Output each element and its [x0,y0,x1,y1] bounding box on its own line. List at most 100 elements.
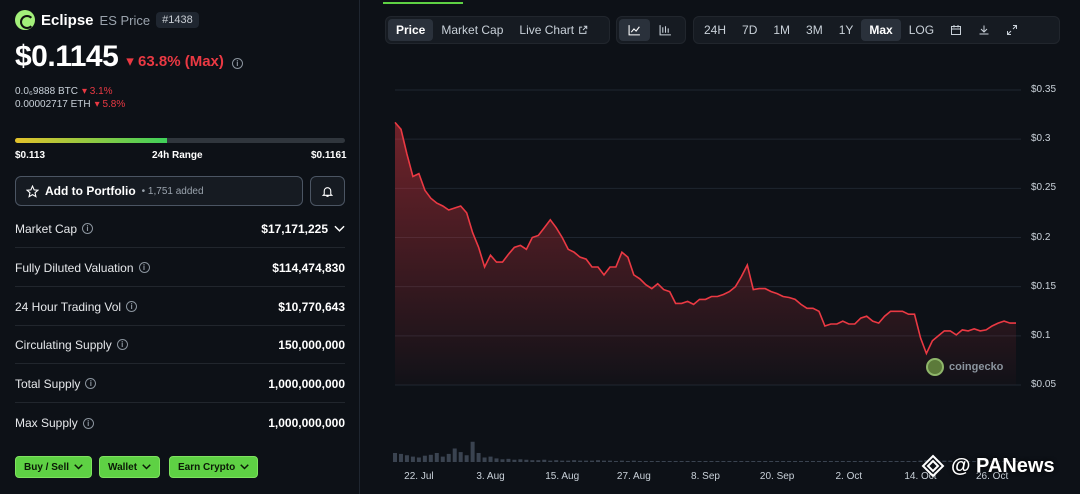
range-low: $0.113 [15,150,46,161]
candle-chart-toggle[interactable] [650,19,681,41]
volume-bar [1002,461,1007,462]
volume-bar [966,461,971,462]
info-icon[interactable]: i [85,378,97,389]
stat-value: 150,000,000 [278,337,345,352]
chart-type-tabs: Price Market Cap Live Chart [385,16,610,44]
volume-bar [888,461,893,462]
volume-bar [506,458,511,462]
info-icon[interactable]: i [82,417,94,429]
price-line [394,121,1016,356]
info-icon[interactable]: i [126,301,138,312]
x-tick-label: 22. Jul [404,471,434,482]
stat-fdv: Fully Diluted Valuation i $114,474,830 [15,249,345,287]
y-tick-label: $0.2 [1031,231,1051,243]
chevron-down-icon[interactable] [334,225,345,233]
range-24h[interactable]: 24H [704,23,727,37]
volume-bar [834,461,839,462]
btc-change: ▾ 3.1% [81,86,113,97]
range-7d[interactable]: 7D [742,23,758,37]
volume-bar [775,461,780,462]
info-icon[interactable]: i [116,339,128,350]
volume-bar [960,460,965,462]
volume-bar [984,461,989,462]
volume-bar [554,460,559,462]
range-high: $0.1161 [311,150,347,161]
stat-circulating: Circulating Supply i 150,000,000 [15,326,345,364]
chevron-down-icon [240,464,250,470]
btc-change-value: 3.1% [89,86,113,97]
stat-value: 1,000,000,000 [268,376,345,391]
volume-bar [655,461,660,462]
diamond-logo-icon [921,454,945,478]
volume-bar [482,457,487,462]
range-label: 24h Range [152,150,203,161]
tab-price[interactable]: Price [388,19,434,41]
volume-bar [828,461,833,462]
download-button[interactable] [970,19,998,41]
volume-bar [530,460,535,462]
volume-bar [410,456,415,462]
volume-bar [900,461,905,462]
info-icon[interactable]: i [82,223,94,234]
volume-bar [954,461,959,462]
coingecko-logo-icon [926,358,944,376]
info-icon[interactable]: i [231,58,243,69]
line-chart-toggle[interactable] [619,19,650,41]
y-tick-label: $0.35 [1031,84,1057,95]
volume-bar [882,461,887,462]
download-icon [979,25,989,35]
stat-market-cap: Market Cap i $17,171,225 [15,210,345,248]
eth-value: 0.00002717 ETH [15,99,91,110]
calendar-button[interactable] [942,19,970,41]
x-tick-label: 20. Sep [759,471,795,482]
volume-bar [440,456,445,462]
price-chart[interactable] [361,0,1080,494]
volume-bar [500,459,505,462]
volume-bar [733,461,738,462]
volume-bar [476,453,481,462]
add-to-portfolio-button[interactable]: Add to Portfolio • 1,751 added [15,176,303,206]
price-change: ▾ 63.8% (Max) [126,52,224,70]
volume-bar [446,453,451,462]
range-1y[interactable]: 1Y [838,23,854,37]
volume-bar [763,461,768,462]
tab-live-chart[interactable]: Live Chart [511,19,596,41]
volume-bar [864,461,869,462]
volume-bar [894,461,899,462]
volume-bar [727,461,732,462]
coingecko-watermark: coingecko [926,358,1003,376]
stat-label: Fully Diluted Valuation i [15,261,150,275]
stat-label-text: Total Supply [15,376,81,391]
alert-button[interactable] [310,176,345,206]
stat-label-text: Market Cap [15,221,78,236]
coin-symbol: ES Price [99,12,151,28]
x-tick-label: 15. Aug [545,471,580,482]
volume-bar [464,455,469,462]
tab-market-cap[interactable]: Market Cap [441,23,504,37]
volume-bar [876,461,881,462]
fullscreen-button[interactable] [998,19,1026,41]
info-icon[interactable]: i [138,262,150,273]
stat-label-text: Fully Diluted Valuation [15,260,134,275]
range-1m[interactable]: 1M [773,23,791,37]
earn-crypto-button[interactable]: Earn Crypto [169,456,259,478]
wallet-label: Wallet [108,461,138,473]
price-change-value: 63.8% (Max) [138,53,224,70]
earn-crypto-label: Earn Crypto [178,461,236,473]
portfolio-label: Add to Portfolio [45,184,136,198]
wallet-button[interactable]: Wallet [99,456,161,478]
range-log[interactable]: LOG [908,23,935,37]
range-max[interactable]: Max [861,19,901,41]
volume-bar [990,461,995,462]
volume-bar [601,460,606,462]
candlestick-icon [659,25,671,36]
volume-bar [458,452,463,462]
buy-sell-button[interactable]: Buy / Sell [15,456,93,478]
bell-icon [321,186,334,197]
volume-bar [613,461,618,462]
calendar-icon [951,25,962,35]
volume-bar [596,460,601,462]
range-3m[interactable]: 3M [806,23,823,37]
volume-bar [906,461,911,462]
y-tick-label: $0.3 [1031,133,1051,145]
